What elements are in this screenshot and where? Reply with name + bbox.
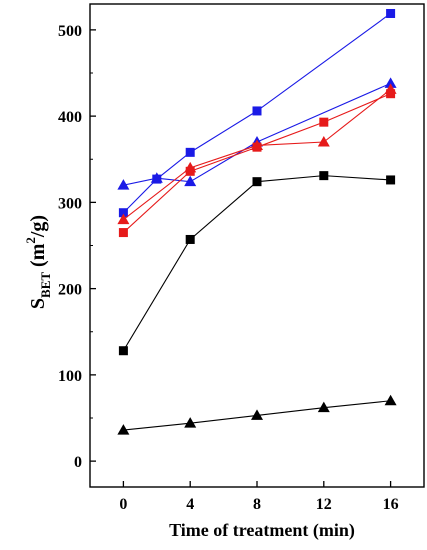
x-axis: 0 4 8 12 16	[119, 481, 399, 513]
y-tick-label: 100	[58, 368, 82, 385]
data-point-square	[319, 117, 329, 127]
data-point-triangle	[317, 136, 330, 147]
y-axis-title-subscript: BET	[38, 272, 53, 298]
x-tick-label: 12	[316, 496, 332, 513]
x-axis-title: Time of treatment (min)	[169, 520, 355, 541]
data-point-square	[118, 208, 128, 218]
series-6	[117, 394, 397, 435]
x-tick-label: 4	[186, 496, 194, 513]
series-2	[117, 77, 397, 190]
y-axis-title-unit-superscript: 2	[23, 237, 38, 244]
x-tick-label: 16	[383, 496, 399, 513]
data-point-triangle	[184, 161, 197, 173]
series-line	[123, 82, 391, 186]
x-tick-label: 0	[119, 496, 127, 513]
data-point-triangle	[317, 401, 330, 413]
data-point-square	[252, 106, 262, 116]
series-5	[118, 171, 396, 356]
series-4	[117, 83, 397, 225]
data-point-triangle	[251, 139, 263, 150]
y-tick-label: 0	[74, 454, 82, 471]
data-point-triangle	[117, 424, 130, 435]
x-tick-label: 8	[253, 496, 261, 513]
y-tick-label: 400	[58, 109, 82, 126]
y-axis-title: SBET (m2/g)	[23, 215, 53, 309]
data-point-triangle	[251, 409, 263, 420]
series-layer	[117, 8, 397, 435]
y-axis-title-main: S	[27, 298, 49, 309]
data-point-triangle	[184, 175, 197, 187]
y-axis: 0 100 200 300 400 500	[58, 23, 96, 471]
data-point-square	[252, 177, 262, 187]
data-point-triangle	[184, 417, 197, 428]
data-point-triangle	[117, 213, 130, 225]
data-point-triangle	[384, 83, 397, 94]
data-point-square	[118, 346, 128, 356]
y-axis-title-unit-open: (m	[27, 243, 49, 272]
data-point-square	[185, 147, 195, 157]
data-point-triangle	[150, 172, 163, 183]
data-point-square	[185, 234, 195, 244]
data-point-square	[386, 8, 396, 18]
y-tick-label: 500	[58, 23, 82, 40]
data-point-square	[118, 228, 128, 238]
y-axis-title-unit-close: /g)	[27, 215, 49, 238]
y-tick-label: 200	[58, 282, 82, 299]
data-point-triangle	[384, 77, 397, 88]
data-point-square	[319, 171, 329, 181]
data-point-triangle	[384, 394, 397, 406]
y-tick-label: 300	[58, 195, 82, 212]
data-point-triangle	[117, 179, 130, 190]
series-line	[122, 175, 391, 352]
data-point-square	[386, 175, 396, 185]
